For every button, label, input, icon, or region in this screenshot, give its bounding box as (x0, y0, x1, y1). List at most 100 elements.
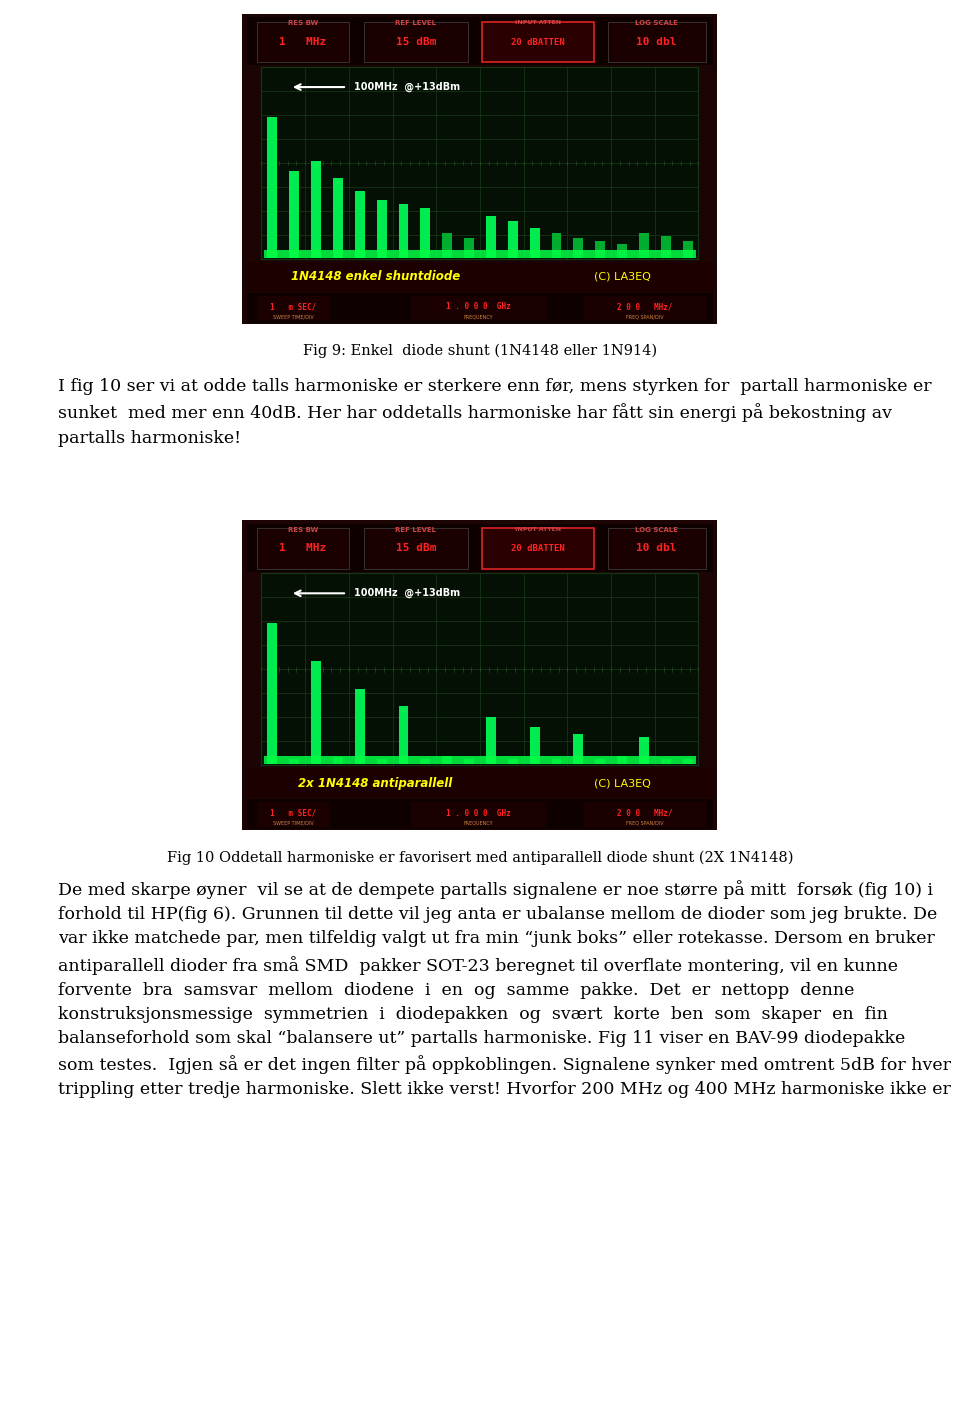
Bar (256, 21, 349, 63)
Bar (573, 734, 584, 764)
Bar (508, 220, 517, 257)
Bar (364, 21, 468, 63)
Text: I fig 10 ser vi at odde talls harmoniske er sterkere enn før, mens styrken for  : I fig 10 ser vi at odde talls harmoniske… (58, 378, 931, 447)
Text: RES BW: RES BW (288, 526, 318, 533)
Bar (482, 21, 594, 63)
Bar (486, 717, 496, 764)
Text: 2 0 0   MHz/: 2 0 0 MHz/ (617, 303, 673, 311)
Bar (256, 296, 330, 320)
Bar (595, 240, 605, 257)
Text: REF LEVEL: REF LEVEL (396, 526, 437, 533)
Bar (464, 237, 474, 257)
Bar (248, 17, 712, 65)
Bar (248, 262, 712, 292)
Bar (256, 802, 330, 826)
Bar (660, 236, 671, 257)
Bar (443, 233, 452, 257)
Bar (398, 705, 409, 764)
Text: 2x 1N4148 antiparallell: 2x 1N4148 antiparallell (299, 776, 452, 789)
Text: 100MHz  @+13dBm: 100MHz @+13dBm (354, 589, 460, 599)
Bar (376, 199, 387, 257)
Bar (248, 768, 712, 798)
Bar (683, 759, 692, 764)
Bar (420, 208, 430, 257)
Bar (486, 216, 496, 257)
Bar (256, 528, 349, 569)
Text: SWEEP TIME/DIV: SWEEP TIME/DIV (273, 820, 314, 826)
Text: 1   MHz: 1 MHz (279, 543, 326, 553)
Text: SWEEP TIME/DIV: SWEEP TIME/DIV (273, 314, 314, 320)
Text: 1   MHz: 1 MHz (279, 37, 326, 47)
Bar (355, 690, 365, 764)
Bar (639, 233, 649, 257)
Text: De med skarpe øyner  vil se at de dempete partalls signalene er noe større på mi: De med skarpe øyner vil se at de dempete… (58, 880, 950, 1098)
Bar (420, 759, 430, 764)
Bar (551, 759, 562, 764)
Text: 100MHz  @+13dBm: 100MHz @+13dBm (354, 82, 460, 92)
Text: FREQUENCY: FREQUENCY (464, 314, 493, 320)
Text: 1N4148 enkel shuntdiode: 1N4148 enkel shuntdiode (291, 270, 460, 283)
Bar (248, 523, 712, 572)
Bar (411, 296, 546, 320)
Bar (311, 661, 321, 764)
Bar (585, 296, 706, 320)
Bar (264, 249, 696, 259)
Bar (289, 171, 300, 257)
Text: RES BW: RES BW (288, 20, 318, 27)
Text: Fig 10 Oddetall harmoniske er favorisert med antiparallell diode shunt (2X 1N414: Fig 10 Oddetall harmoniske er favorisert… (167, 850, 793, 865)
Text: (C) LA3EQ: (C) LA3EQ (594, 272, 651, 282)
Text: FREQUENCY: FREQUENCY (464, 820, 493, 826)
Text: 15 dBm: 15 dBm (396, 37, 436, 47)
Bar (264, 755, 696, 765)
Bar (595, 759, 605, 764)
Text: 2 0 0   MHz/: 2 0 0 MHz/ (617, 809, 673, 818)
Text: INPUT ATTEN: INPUT ATTEN (515, 20, 561, 26)
Bar (508, 759, 517, 764)
Bar (443, 755, 452, 764)
Bar (551, 233, 562, 257)
Bar (609, 528, 706, 569)
Text: INPUT ATTEN: INPUT ATTEN (515, 526, 561, 532)
Bar (355, 191, 365, 257)
Text: LOG SCALE: LOG SCALE (636, 20, 678, 27)
Bar (376, 759, 387, 764)
Bar (617, 245, 627, 257)
Bar (398, 205, 409, 257)
Bar (585, 802, 706, 826)
Text: LOG SCALE: LOG SCALE (636, 526, 678, 533)
Bar (311, 161, 321, 257)
Text: FREQ SPAN/DIV: FREQ SPAN/DIV (626, 314, 663, 320)
Bar (261, 573, 699, 765)
Bar (248, 799, 712, 829)
Text: 1   m SEC/: 1 m SEC/ (270, 809, 317, 818)
Bar (639, 737, 649, 764)
Bar (268, 117, 277, 257)
Bar (609, 21, 706, 63)
Text: Fig 9: Enkel  diode shunt (1N4148 eller 1N914): Fig 9: Enkel diode shunt (1N4148 eller 1… (303, 344, 657, 358)
Bar (333, 757, 343, 764)
Text: 20 dBATTEN: 20 dBATTEN (511, 37, 564, 47)
Bar (530, 727, 540, 764)
Bar (660, 759, 671, 764)
Bar (333, 178, 343, 257)
Bar (411, 802, 546, 826)
Bar (248, 293, 712, 323)
Text: FREQ SPAN/DIV: FREQ SPAN/DIV (626, 820, 663, 826)
Text: 15 dBm: 15 dBm (396, 543, 436, 553)
Text: REF LEVEL: REF LEVEL (396, 20, 437, 27)
Bar (289, 759, 300, 764)
Bar (261, 67, 699, 259)
Bar (530, 228, 540, 257)
Text: 20 dBATTEN: 20 dBATTEN (511, 543, 564, 553)
Bar (364, 528, 468, 569)
Bar (573, 237, 584, 257)
Bar (268, 623, 277, 764)
Text: 10 dbl: 10 dbl (636, 37, 677, 47)
Bar (683, 240, 692, 257)
Text: 1 . 0 0 0  GHz: 1 . 0 0 0 GHz (446, 303, 511, 311)
Bar (482, 528, 594, 569)
Text: (C) LA3EQ: (C) LA3EQ (594, 778, 651, 788)
Bar (617, 755, 627, 764)
Bar (464, 759, 474, 764)
Text: 1 . 0 0 0  GHz: 1 . 0 0 0 GHz (446, 809, 511, 818)
